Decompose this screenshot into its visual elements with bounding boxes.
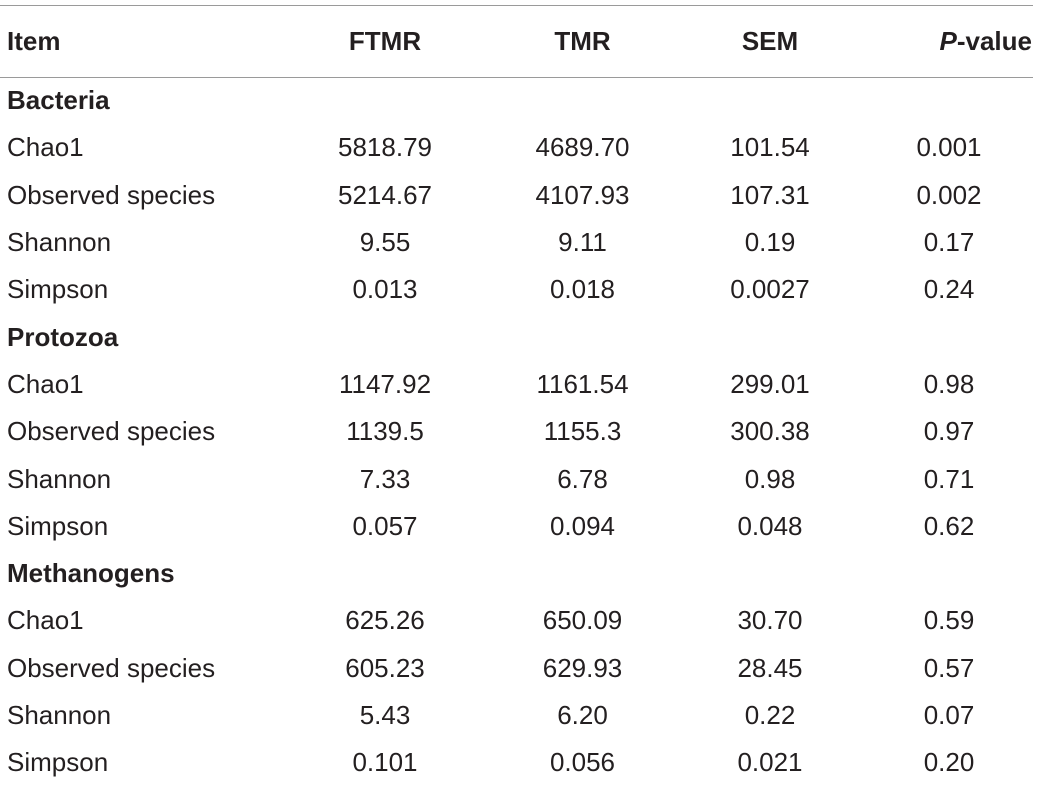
cell-p-value: 0.002 xyxy=(916,179,982,210)
cell-ftmr: 605.23 xyxy=(345,652,425,683)
cell-p-value: 0.001 xyxy=(916,132,982,163)
cell-sem: 30.70 xyxy=(737,605,803,636)
cell-ftmr: 1147.92 xyxy=(338,368,432,399)
table-body: Bacteria Chao1 5818.79 4689.70 101.54 0.… xyxy=(0,77,1033,786)
cell-p-value: 0.71 xyxy=(923,463,975,494)
cell-p-value: 0.24 xyxy=(923,274,975,305)
cell-sem: 101.54 xyxy=(730,132,810,163)
cell-tmr: 0.094 xyxy=(549,510,616,541)
cell-p-value: 0.20 xyxy=(923,747,975,778)
table-row: Observed species 5214.67 4107.93 107.31 … xyxy=(0,172,1033,219)
table-row: Chao1 1147.92 1161.54 299.01 0.98 xyxy=(0,361,1033,408)
header-p-letter: P xyxy=(939,26,957,56)
cell-tmr: 1155.3 xyxy=(543,416,622,447)
section-row-methanogens: Methanogens xyxy=(0,550,1033,597)
cell-p-value: 0.59 xyxy=(923,605,975,636)
cell-p-value: 0.57 xyxy=(923,652,975,683)
section-row-protozoa: Protozoa xyxy=(0,313,1033,360)
table-row: Shannon 9.55 9.11 0.19 0.17 xyxy=(0,219,1033,266)
cell-tmr: 650.09 xyxy=(542,605,623,636)
table-row: Shannon 5.43 6.20 0.22 0.07 xyxy=(0,692,1033,739)
cell-sem: 107.31 xyxy=(730,179,810,210)
table-row: Observed species 605.23 629.93 28.45 0.5… xyxy=(0,645,1033,692)
header-sem: SEM xyxy=(741,26,799,56)
section-title: Bacteria xyxy=(7,85,110,116)
table-row: Simpson 0.057 0.094 0.048 0.62 xyxy=(0,503,1033,550)
cell-ftmr: 9.55 xyxy=(359,227,411,258)
cell-ftmr: 5.43 xyxy=(359,700,411,730)
table-header: Item FTMR TMR SEM P-value xyxy=(0,6,1033,77)
cell-ftmr: 0.057 xyxy=(352,510,418,541)
cell-tmr: 9.11 xyxy=(558,227,607,258)
cell-sem: 0.021 xyxy=(737,747,803,778)
cell-item: Observed species xyxy=(7,179,216,210)
cell-item: Observed species xyxy=(7,416,216,447)
table-row: Simpson 0.101 0.056 0.021 0.20 xyxy=(0,739,1033,786)
cell-ftmr: 7.33 xyxy=(359,463,411,494)
cell-sem: 28.45 xyxy=(737,652,803,683)
section-title: Protozoa xyxy=(7,321,119,352)
cell-tmr: 0.018 xyxy=(549,274,616,305)
cell-item: Chao1 xyxy=(7,605,84,636)
table-row: Chao1 5818.79 4689.70 101.54 0.001 xyxy=(0,124,1033,171)
cell-tmr: 6.20 xyxy=(557,700,608,730)
cell-sem: 0.98 xyxy=(744,463,796,494)
cell-ftmr: 625.26 xyxy=(345,605,425,636)
cell-item: Shannon xyxy=(7,463,112,494)
cell-tmr: 6.78 xyxy=(557,463,608,494)
header-item: Item xyxy=(7,26,61,56)
cell-ftmr: 5214.67 xyxy=(338,179,432,210)
cell-ftmr: 0.013 xyxy=(352,274,418,305)
cell-tmr: 629.93 xyxy=(542,652,623,683)
cell-p-value: 0.98 xyxy=(923,368,975,399)
cell-item: Simpson xyxy=(7,274,109,305)
cell-tmr: 0.056 xyxy=(549,747,616,778)
cell-sem: 300.38 xyxy=(730,416,810,447)
table-row: Chao1 625.26 650.09 30.70 0.59 xyxy=(0,597,1033,644)
header-tmr: TMR xyxy=(554,26,611,56)
cell-tmr: 1161.54 xyxy=(536,368,629,399)
table-header-rule xyxy=(0,77,1033,78)
cell-item: Shannon xyxy=(7,700,112,730)
cell-sem: 0.19 xyxy=(744,227,796,258)
table-row: Simpson 0.013 0.018 0.0027 0.24 xyxy=(0,266,1033,313)
header-p-suffix: -value xyxy=(956,26,1032,56)
table-top-rule xyxy=(0,5,1033,6)
cell-sem: 299.01 xyxy=(730,368,810,399)
cell-item: Observed species xyxy=(7,652,216,683)
table-row: Observed species 1139.5 1155.3 300.38 0.… xyxy=(0,408,1033,455)
header-ftmr: FTMR xyxy=(348,26,422,56)
cell-ftmr: 5818.79 xyxy=(338,132,432,163)
cell-item: Shannon xyxy=(7,227,112,258)
alpha-diversity-table: Item FTMR TMR SEM P-value Bacteria Chao1… xyxy=(0,6,1033,786)
section-title: Methanogens xyxy=(7,558,175,589)
cell-p-value: 0.07 xyxy=(923,700,975,730)
cell-sem: 0.22 xyxy=(744,700,796,730)
cell-ftmr: 0.101 xyxy=(352,747,418,778)
header-p-value: P-value xyxy=(865,6,1033,77)
cell-item: Chao1 xyxy=(7,132,84,163)
cell-tmr: 4107.93 xyxy=(535,179,630,210)
section-row-bacteria: Bacteria xyxy=(0,77,1033,124)
cell-ftmr: 1139.5 xyxy=(346,416,424,447)
table-row: Shannon 7.33 6.78 0.98 0.71 xyxy=(0,455,1033,502)
cell-item: Chao1 xyxy=(7,368,84,399)
cell-tmr: 4689.70 xyxy=(535,132,630,163)
header-row: Item FTMR TMR SEM P-value xyxy=(0,6,1033,77)
cell-item: Simpson xyxy=(7,510,109,541)
cell-sem: 0.0027 xyxy=(730,274,810,305)
cell-p-value: 0.62 xyxy=(923,510,975,541)
cell-item: Simpson xyxy=(7,747,109,778)
cell-p-value: 0.17 xyxy=(923,227,975,258)
cell-p-value: 0.97 xyxy=(923,416,975,447)
cell-sem: 0.048 xyxy=(737,510,803,541)
